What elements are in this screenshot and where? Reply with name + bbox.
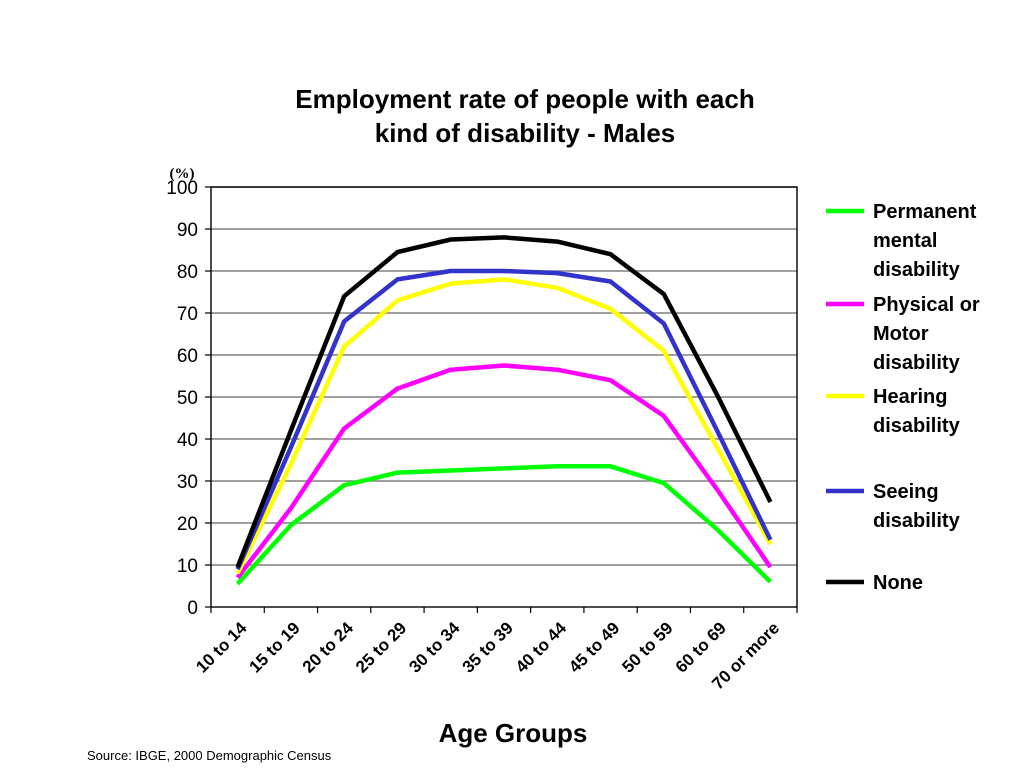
series-line-0 [235, 464, 772, 586]
x-tick-label-2: 20 to 24 [299, 618, 358, 677]
legend-label-1-0: Physical or [873, 294, 980, 316]
series-line-1 [235, 363, 773, 579]
x-tick-label-7: 45 to 49 [565, 618, 623, 676]
y-tick-label-90: 90 [177, 220, 198, 241]
x-tick-label-8: 50 to 59 [618, 618, 676, 676]
y-tick-label-20: 20 [177, 514, 198, 535]
legend-label-2-1: disability [873, 415, 961, 437]
y-tick-label-60: 60 [177, 346, 198, 367]
legend-label-4-0: None [873, 572, 923, 594]
x-tick-label-4: 30 to 34 [405, 618, 464, 677]
x-tick-label-3: 25 to 29 [352, 618, 410, 676]
legend-label-1-1: Motor [873, 323, 929, 345]
series-line-2 [235, 277, 773, 575]
source-note: Source: IBGE, 2000 Demographic Census [87, 748, 332, 763]
plot-area [210, 186, 798, 608]
legend-label-2-0: Hearing [873, 386, 947, 408]
series-line-4 [235, 235, 773, 568]
legend-label-1-2: disability [873, 352, 961, 374]
x-axis-label: Age Groups [439, 718, 588, 748]
legend-label-3-1: disability [873, 510, 961, 532]
legend-label-3-0: Seeing [873, 481, 939, 503]
chart-title-line-1: Employment rate of people with each [295, 84, 754, 114]
y-tick-label-10: 10 [177, 556, 198, 577]
legend-label-0-1: mental [873, 230, 937, 252]
y-tick-label-100: 100 [166, 178, 198, 199]
y-tick-label-80: 80 [177, 262, 198, 283]
chart-title-line-2: kind of disability - Males [375, 118, 676, 148]
series-line-3 [235, 268, 773, 571]
y-tick-label-0: 0 [187, 598, 198, 619]
y-tick-label-40: 40 [177, 430, 198, 451]
y-tick-label-70: 70 [177, 304, 198, 325]
x-tick-label-1: 15 to 19 [246, 618, 304, 676]
x-tick-label-5: 35 to 39 [459, 618, 517, 676]
legend-label-0-2: disability [873, 259, 961, 281]
y-unit-label: (%) [170, 166, 195, 182]
x-tick-label-0: 10 to 14 [192, 618, 251, 677]
legend-label-0-0: Permanent [873, 201, 977, 223]
x-tick-label-6: 40 to 44 [512, 618, 571, 677]
y-tick-label-50: 50 [177, 388, 198, 409]
y-tick-label-30: 30 [177, 472, 198, 493]
